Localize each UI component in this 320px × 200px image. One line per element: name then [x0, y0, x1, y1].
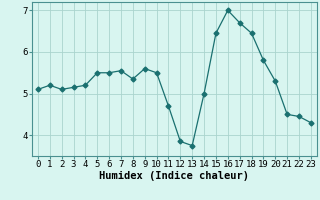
- X-axis label: Humidex (Indice chaleur): Humidex (Indice chaleur): [100, 171, 249, 181]
